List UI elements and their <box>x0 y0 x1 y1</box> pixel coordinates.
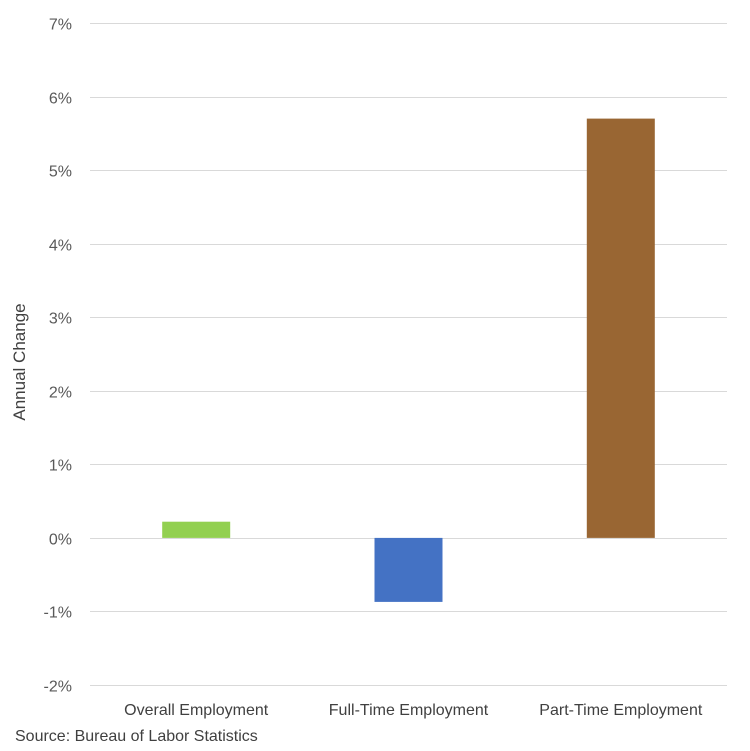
x-axis-category-labels: Overall Employment Full-Time Employment Pa… <box>124 702 703 719</box>
x-category-label: Part-Time Employment <box>539 702 703 719</box>
bar-full-time-employment <box>374 537 443 602</box>
gridlines <box>90 23 727 686</box>
y-tick-label: 5% <box>49 164 72 181</box>
y-axis-tick-labels: -2% -1% 0% 1% 2% 3% 4% 5% 6% 7% <box>44 17 72 696</box>
y-tick-label: 3% <box>49 311 72 328</box>
y-tick-label: 0% <box>49 532 72 549</box>
y-axis-title: Annual Change <box>10 303 29 420</box>
y-tick-label: 1% <box>49 458 72 475</box>
bar-part-time-employment <box>586 118 655 538</box>
y-tick-label: -2% <box>44 679 72 696</box>
y-tick-label: 6% <box>49 91 72 108</box>
source-note: Source: Bureau of Labor Statistics <box>15 728 258 745</box>
x-category-label: Full-Time Employment <box>329 702 489 719</box>
y-tick-label: 7% <box>49 17 72 34</box>
y-tick-label: 2% <box>49 385 72 402</box>
bars <box>162 118 655 602</box>
y-tick-label: 4% <box>49 238 72 255</box>
y-tick-label: -1% <box>44 605 72 622</box>
bar-overall-employment <box>162 521 231 538</box>
x-category-label: Overall Employment <box>124 702 269 719</box>
